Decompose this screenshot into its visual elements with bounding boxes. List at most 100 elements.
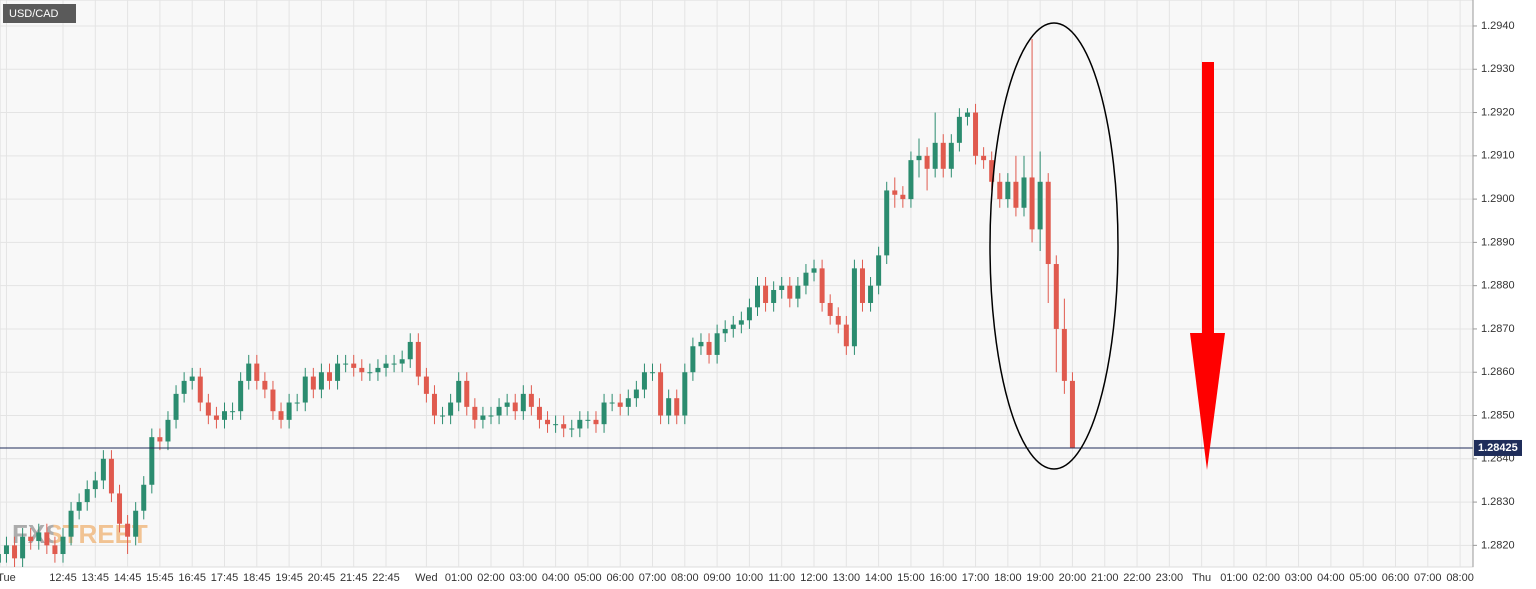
x-tick-label: 14:00 xyxy=(865,572,893,584)
x-tick-label: 01:00 xyxy=(1220,572,1248,584)
candle-body xyxy=(827,302,833,316)
candle-body xyxy=(100,458,106,481)
candle-body xyxy=(456,380,462,403)
x-tick-label: 05:00 xyxy=(1349,572,1377,584)
candle-body xyxy=(367,372,373,374)
candle-body xyxy=(948,142,954,169)
candle-body xyxy=(189,376,195,381)
candle-body xyxy=(746,307,752,321)
candle-body xyxy=(859,268,865,303)
candle-body xyxy=(165,419,171,442)
candle-body xyxy=(593,419,599,425)
candle-body xyxy=(633,389,639,399)
candle-body xyxy=(108,458,114,494)
x-tick-label: 22:45 xyxy=(372,572,400,584)
x-tick-label: 16:45 xyxy=(178,572,206,584)
y-tick-label: 1.2920 xyxy=(1481,106,1515,118)
candle-body xyxy=(423,376,429,394)
candle-body xyxy=(900,194,906,200)
candle-body xyxy=(1053,264,1059,329)
x-tick-label: 04:00 xyxy=(1317,572,1345,584)
last-price-box xyxy=(1474,439,1522,456)
grid xyxy=(0,0,1473,567)
candle-body xyxy=(787,285,793,299)
candle-body xyxy=(351,363,357,368)
candle-body xyxy=(779,285,785,290)
candle-body xyxy=(399,359,405,364)
x-tick-label: 08:00 xyxy=(1446,572,1474,584)
candle-body xyxy=(222,411,228,420)
y-tick-label: 1.2870 xyxy=(1481,323,1515,335)
candle-body xyxy=(262,380,268,390)
candle-body xyxy=(585,419,591,421)
candle-body xyxy=(1005,181,1011,200)
candle-body xyxy=(973,112,979,156)
candle-body xyxy=(876,255,882,286)
candle-body xyxy=(690,346,696,373)
last-price-label: 1.28425 xyxy=(1478,442,1518,454)
x-tick-label: 18:45 xyxy=(243,572,271,584)
candle-body xyxy=(1029,177,1035,230)
candle-body xyxy=(803,272,809,286)
candle-body xyxy=(294,402,300,404)
candle-body xyxy=(738,320,744,325)
candle-body xyxy=(536,406,542,420)
x-tick-label: 08:00 xyxy=(671,572,699,584)
candle-body xyxy=(205,402,211,416)
x-tick-label: Thu xyxy=(1192,572,1211,584)
candle-body xyxy=(730,324,736,329)
candle-body xyxy=(625,398,631,407)
candle-body xyxy=(375,367,381,373)
x-tick-label: 13:00 xyxy=(833,572,861,584)
x-tick-label: 15:45 xyxy=(146,572,174,584)
candle-body xyxy=(3,545,9,555)
candle-body xyxy=(601,402,607,425)
x-tick-label: 02:00 xyxy=(1252,572,1280,584)
candle-body xyxy=(771,289,777,303)
candle-body xyxy=(213,415,219,420)
y-tick-label: 1.2910 xyxy=(1481,150,1515,162)
x-tick-label: 07:00 xyxy=(639,572,667,584)
candle-body xyxy=(1045,181,1051,265)
candle-body xyxy=(1013,181,1019,208)
x-tick-label: 23:00 xyxy=(1156,572,1184,584)
candle-body xyxy=(666,398,672,416)
candle-body xyxy=(157,437,163,442)
candle-body xyxy=(754,285,760,308)
candle-body xyxy=(44,532,50,546)
candle-body xyxy=(52,545,58,555)
arrow-shaft xyxy=(1202,62,1214,334)
candle-body xyxy=(286,402,292,420)
candle-body xyxy=(431,393,437,416)
candle-body xyxy=(819,268,825,303)
x-tick-label: 01:00 xyxy=(445,572,473,584)
candle-body xyxy=(609,402,615,404)
candle-body xyxy=(60,536,66,555)
candle-body xyxy=(0,554,1,563)
x-tick-label: 12:45 xyxy=(49,572,77,584)
candle-body xyxy=(851,268,857,347)
highlight-ellipse xyxy=(989,22,1119,470)
candle-body xyxy=(246,363,252,381)
candle-body xyxy=(884,190,890,256)
candle-body xyxy=(238,380,244,412)
candle-body xyxy=(916,155,922,161)
x-tick-label: 20:00 xyxy=(1059,572,1087,584)
candle-body xyxy=(84,489,90,503)
x-tick-label: 15:00 xyxy=(897,572,925,584)
candle-body xyxy=(343,363,349,365)
candle-body xyxy=(76,502,82,511)
candle-body xyxy=(512,402,518,412)
x-tick-label: 03:00 xyxy=(510,572,538,584)
candle-body xyxy=(964,112,970,117)
x-tick-label: 02:00 xyxy=(477,572,505,584)
candle-body xyxy=(28,536,34,542)
candle-body xyxy=(68,510,74,537)
candles xyxy=(0,38,1473,567)
candle-body xyxy=(488,415,494,417)
candle-body xyxy=(1069,380,1075,448)
candle-body xyxy=(617,402,623,407)
